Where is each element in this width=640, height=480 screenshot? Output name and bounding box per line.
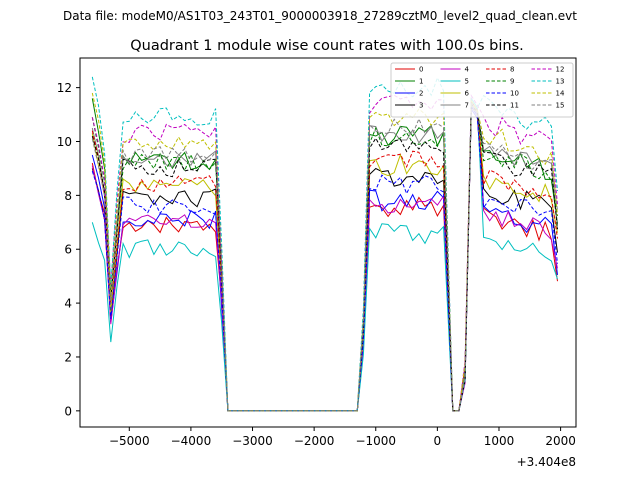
series-line-15 bbox=[91, 102, 558, 412]
y-tick-label: 8 bbox=[64, 189, 72, 203]
y-axis: 0 2 4 6 8 10 12 bbox=[57, 81, 80, 418]
x-tick-label: 2000 bbox=[545, 434, 576, 448]
series-line-10 bbox=[91, 104, 558, 412]
series-line-13 bbox=[91, 76, 558, 412]
x-tick-label: −3000 bbox=[232, 434, 273, 448]
legend-label: 9 bbox=[510, 78, 514, 86]
legend-box bbox=[390, 62, 574, 118]
legend-label: 7 bbox=[465, 102, 469, 110]
x-tick-label: −2000 bbox=[294, 434, 335, 448]
y-tick-label: 12 bbox=[57, 81, 72, 95]
legend-label: 12 bbox=[556, 66, 565, 74]
legend-label: 14 bbox=[556, 90, 565, 98]
x-tick-label: −5000 bbox=[109, 434, 150, 448]
x-tick-label: −1000 bbox=[355, 434, 396, 448]
y-tick-label: 6 bbox=[64, 243, 72, 257]
y-tick-label: 0 bbox=[64, 404, 72, 418]
chart-title: Quadrant 1 module wise count rates with … bbox=[130, 38, 524, 54]
legend-label: 2 bbox=[419, 90, 423, 98]
legend-label: 4 bbox=[465, 66, 470, 74]
legend-label: 1 bbox=[419, 78, 423, 86]
legend-label: 15 bbox=[556, 102, 565, 110]
x-tick-label: 1000 bbox=[484, 434, 515, 448]
y-tick-label: 4 bbox=[64, 297, 72, 311]
legend-label: 11 bbox=[510, 102, 519, 110]
y-tick-label: 2 bbox=[64, 350, 72, 364]
chart-suptitle: Data file: modeM0/AS1T03_243T01_90000039… bbox=[63, 9, 577, 23]
plot-frame bbox=[79, 57, 577, 428]
legend-label: 13 bbox=[556, 78, 565, 86]
x-axis: −5000 −4000 −3000 −2000 −1000 0 1000 2000 bbox=[109, 427, 576, 448]
x-tick-label: 0 bbox=[434, 434, 442, 448]
legend-label: 8 bbox=[510, 66, 514, 74]
legend-label: 10 bbox=[510, 90, 519, 98]
x-tick-label: −4000 bbox=[171, 434, 212, 448]
series-layer bbox=[91, 76, 558, 412]
y-tick-label: 10 bbox=[57, 135, 72, 149]
plot-area bbox=[80, 58, 576, 427]
legend-label: 3 bbox=[419, 102, 423, 110]
legend-label: 6 bbox=[465, 90, 470, 98]
legend-label: 0 bbox=[419, 66, 423, 74]
x-offset-label: +3.404e8 bbox=[517, 455, 576, 469]
legend-label: 5 bbox=[465, 78, 469, 86]
